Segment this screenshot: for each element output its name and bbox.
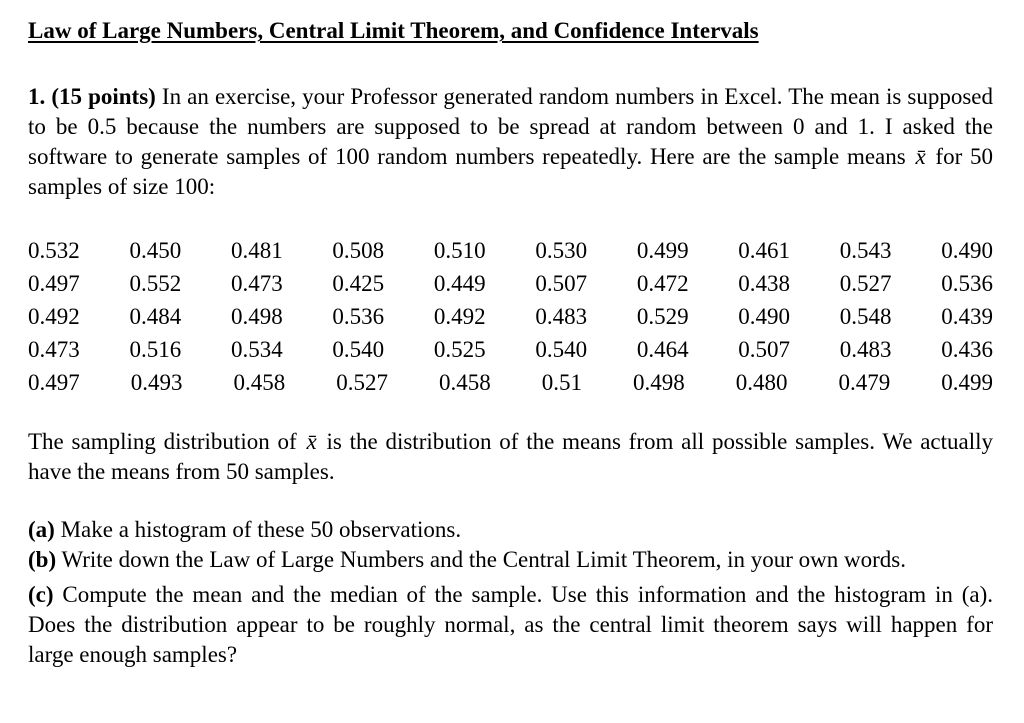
- sample-means-table: 0.532 0.450 0.481 0.508 0.510 0.530 0.49…: [28, 234, 993, 399]
- part-c-text: Compute the mean and the median of the s…: [28, 582, 993, 667]
- sample-mean-value: 0.507: [738, 337, 791, 362]
- sample-mean-value: 0.530: [535, 238, 588, 263]
- sample-mean-value: 0.525: [433, 337, 486, 362]
- sample-mean-value: 0.490: [941, 238, 993, 263]
- part-c-label: (c): [28, 582, 54, 607]
- sample-mean-value: 0.540: [332, 337, 385, 362]
- problem-number-label: 1. (15 points): [28, 84, 156, 109]
- sample-mean-value: 0.536: [941, 271, 993, 296]
- sample-mean-value: 0.461: [738, 238, 791, 263]
- sample-means-row: 0.497 0.493 0.458 0.527 0.458 0.51 0.498…: [28, 366, 993, 399]
- xbar-symbol: x̄: [306, 429, 317, 454]
- xbar-symbol: x̄: [915, 144, 926, 169]
- sample-mean-value: 0.516: [129, 337, 182, 362]
- sample-mean-value: 0.543: [839, 238, 892, 263]
- sample-mean-value: 0.497: [28, 271, 80, 296]
- sample-mean-value: 0.458: [439, 370, 491, 395]
- problem-intro-tail: for 50 samples of size 100:: [28, 144, 993, 199]
- sample-mean-value: 0.527: [336, 370, 388, 395]
- sample-means-row: 0.473 0.516 0.534 0.540 0.525 0.540 0.46…: [28, 333, 993, 366]
- sample-mean-value: 0.449: [433, 271, 486, 296]
- note-text-after: is the distribution of the means from al…: [28, 429, 993, 484]
- sample-mean-value: 0.540: [535, 337, 588, 362]
- sample-mean-value: 0.51: [541, 370, 582, 395]
- sample-mean-value: 0.472: [636, 271, 689, 296]
- sample-mean-value: 0.481: [230, 238, 283, 263]
- sampling-distribution-note: The sampling distribution of x̄ is the d…: [28, 427, 993, 487]
- part-b-text: Write down the Law of Large Numbers and …: [56, 547, 907, 572]
- sample-mean-value: 0.492: [28, 304, 80, 329]
- sample-means-row: 0.497 0.552 0.473 0.425 0.449 0.507 0.47…: [28, 267, 993, 300]
- sample-mean-value: 0.473: [28, 337, 80, 362]
- sample-mean-value: 0.499: [941, 370, 993, 395]
- sample-mean-value: 0.507: [535, 271, 588, 296]
- problem-intro-text: In an exercise, your Professor generated…: [28, 84, 993, 169]
- problem-statement: 1. (15 points) In an exercise, your Prof…: [28, 82, 993, 202]
- sample-mean-value: 0.464: [636, 337, 689, 362]
- sample-mean-value: 0.552: [129, 271, 182, 296]
- sample-mean-value: 0.483: [839, 337, 892, 362]
- sample-mean-value: 0.497: [28, 370, 80, 395]
- note-text-before: The sampling distribution of: [28, 429, 305, 454]
- sample-mean-value: 0.493: [130, 370, 183, 395]
- sample-mean-value: 0.499: [636, 238, 689, 263]
- sample-mean-value: 0.498: [633, 370, 685, 395]
- sample-mean-value: 0.490: [738, 304, 791, 329]
- page-title: Law of Large Numbers, Central Limit Theo…: [28, 18, 759, 43]
- part-a-label: (a): [28, 517, 55, 542]
- part-a-text: Make a histogram of these 50 observation…: [54, 517, 462, 542]
- sample-means-row: 0.492 0.484 0.498 0.536 0.492 0.483 0.52…: [28, 300, 993, 333]
- sample-mean-value: 0.450: [129, 238, 182, 263]
- sample-mean-value: 0.510: [433, 238, 486, 263]
- sample-mean-value: 0.548: [839, 304, 892, 329]
- sample-mean-value: 0.492: [433, 304, 486, 329]
- sample-mean-value: 0.436: [941, 337, 993, 362]
- sample-mean-value: 0.479: [838, 370, 891, 395]
- part-b-label: (b): [28, 547, 57, 572]
- sample-mean-value: 0.480: [735, 370, 788, 395]
- sample-mean-value: 0.532: [28, 238, 80, 263]
- part-b: (b) Write down the Law of Large Numbers …: [28, 545, 993, 575]
- sample-mean-value: 0.529: [636, 304, 689, 329]
- sample-mean-value: 0.508: [332, 238, 385, 263]
- sample-mean-value: 0.438: [738, 271, 791, 296]
- sample-mean-value: 0.498: [230, 304, 283, 329]
- sample-mean-value: 0.534: [230, 337, 283, 362]
- sample-mean-value: 0.458: [233, 370, 286, 395]
- sample-means-row: 0.532 0.450 0.481 0.508 0.510 0.530 0.49…: [28, 234, 993, 267]
- sample-mean-value: 0.439: [941, 304, 993, 329]
- sample-mean-value: 0.473: [230, 271, 283, 296]
- part-a: (a) Make a histogram of these 50 observa…: [28, 515, 993, 545]
- sample-mean-value: 0.483: [535, 304, 588, 329]
- sample-mean-value: 0.536: [332, 304, 385, 329]
- part-c: (c) Compute the mean and the median of t…: [28, 580, 993, 670]
- sample-mean-value: 0.484: [129, 304, 182, 329]
- sample-mean-value: 0.527: [839, 271, 892, 296]
- sample-mean-value: 0.425: [332, 271, 385, 296]
